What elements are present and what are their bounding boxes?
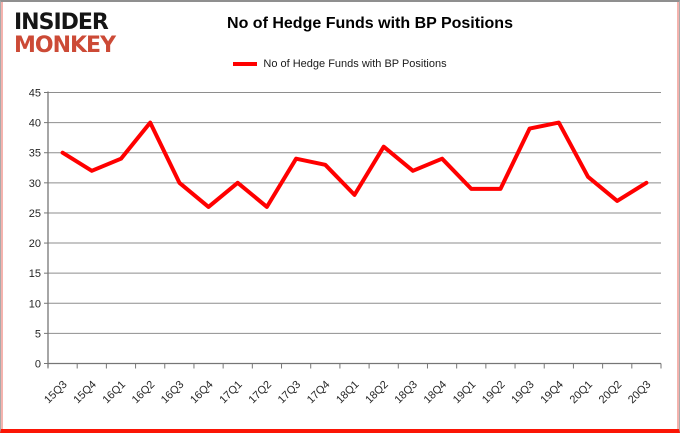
x-tick-label: 19Q4 bbox=[538, 379, 566, 407]
x-tick-label: 15Q4 bbox=[71, 379, 99, 407]
x-tick-label: 20Q2 bbox=[597, 379, 625, 407]
y-tick-label: 45 bbox=[29, 88, 41, 100]
x-tick-label: 18Q4 bbox=[422, 379, 450, 407]
x-tick-label: 16Q1 bbox=[101, 379, 129, 407]
insider-monkey-logo: INSIDER MONKEY bbox=[14, 10, 116, 58]
y-tick-label: 10 bbox=[29, 298, 41, 310]
y-tick-label: 25 bbox=[29, 208, 41, 220]
x-tick-label: 17Q4 bbox=[305, 379, 333, 407]
logo-insider-text: INSIDER bbox=[14, 10, 109, 35]
legend-line-swatch bbox=[233, 62, 258, 66]
y-tick-label: 30 bbox=[29, 178, 41, 190]
y-tick-label: 15 bbox=[29, 268, 41, 280]
x-tick-label: 16Q4 bbox=[188, 379, 216, 407]
x-tick-label: 19Q2 bbox=[480, 379, 508, 407]
x-tick-label: 17Q3 bbox=[276, 379, 304, 407]
x-tick-label: 19Q3 bbox=[509, 379, 537, 407]
legend-label: No of Hedge Funds with BP Positions bbox=[263, 58, 447, 70]
x-tick-label: 18Q3 bbox=[392, 379, 420, 407]
y-tick-label: 35 bbox=[29, 148, 41, 160]
x-tick-label: 18Q1 bbox=[334, 379, 362, 407]
x-tick-label: 20Q1 bbox=[568, 379, 596, 407]
y-tick-label: 40 bbox=[29, 118, 41, 130]
x-tick-label: 16Q2 bbox=[130, 379, 158, 407]
logo-monkey-text: MONKEY bbox=[14, 33, 116, 58]
x-tick-label: 17Q2 bbox=[247, 379, 275, 407]
series-line bbox=[60, 120, 649, 209]
x-tick-label: 20Q3 bbox=[626, 379, 654, 407]
y-tick-label: 0 bbox=[35, 359, 41, 371]
x-tick-label: 16Q3 bbox=[159, 379, 187, 407]
x-tick-label: 19Q1 bbox=[451, 379, 479, 407]
y-tick-label: 20 bbox=[29, 238, 41, 250]
x-tick-label: 18Q2 bbox=[363, 379, 391, 407]
y-tick-label: 5 bbox=[35, 328, 41, 340]
legend: No of Hedge Funds with BP Positions bbox=[1, 58, 679, 70]
x-tick-label: 15Q3 bbox=[42, 379, 70, 407]
x-tick-label: 17Q1 bbox=[217, 379, 245, 407]
chart-title: No of Hedge Funds with BP Positions bbox=[227, 15, 513, 32]
